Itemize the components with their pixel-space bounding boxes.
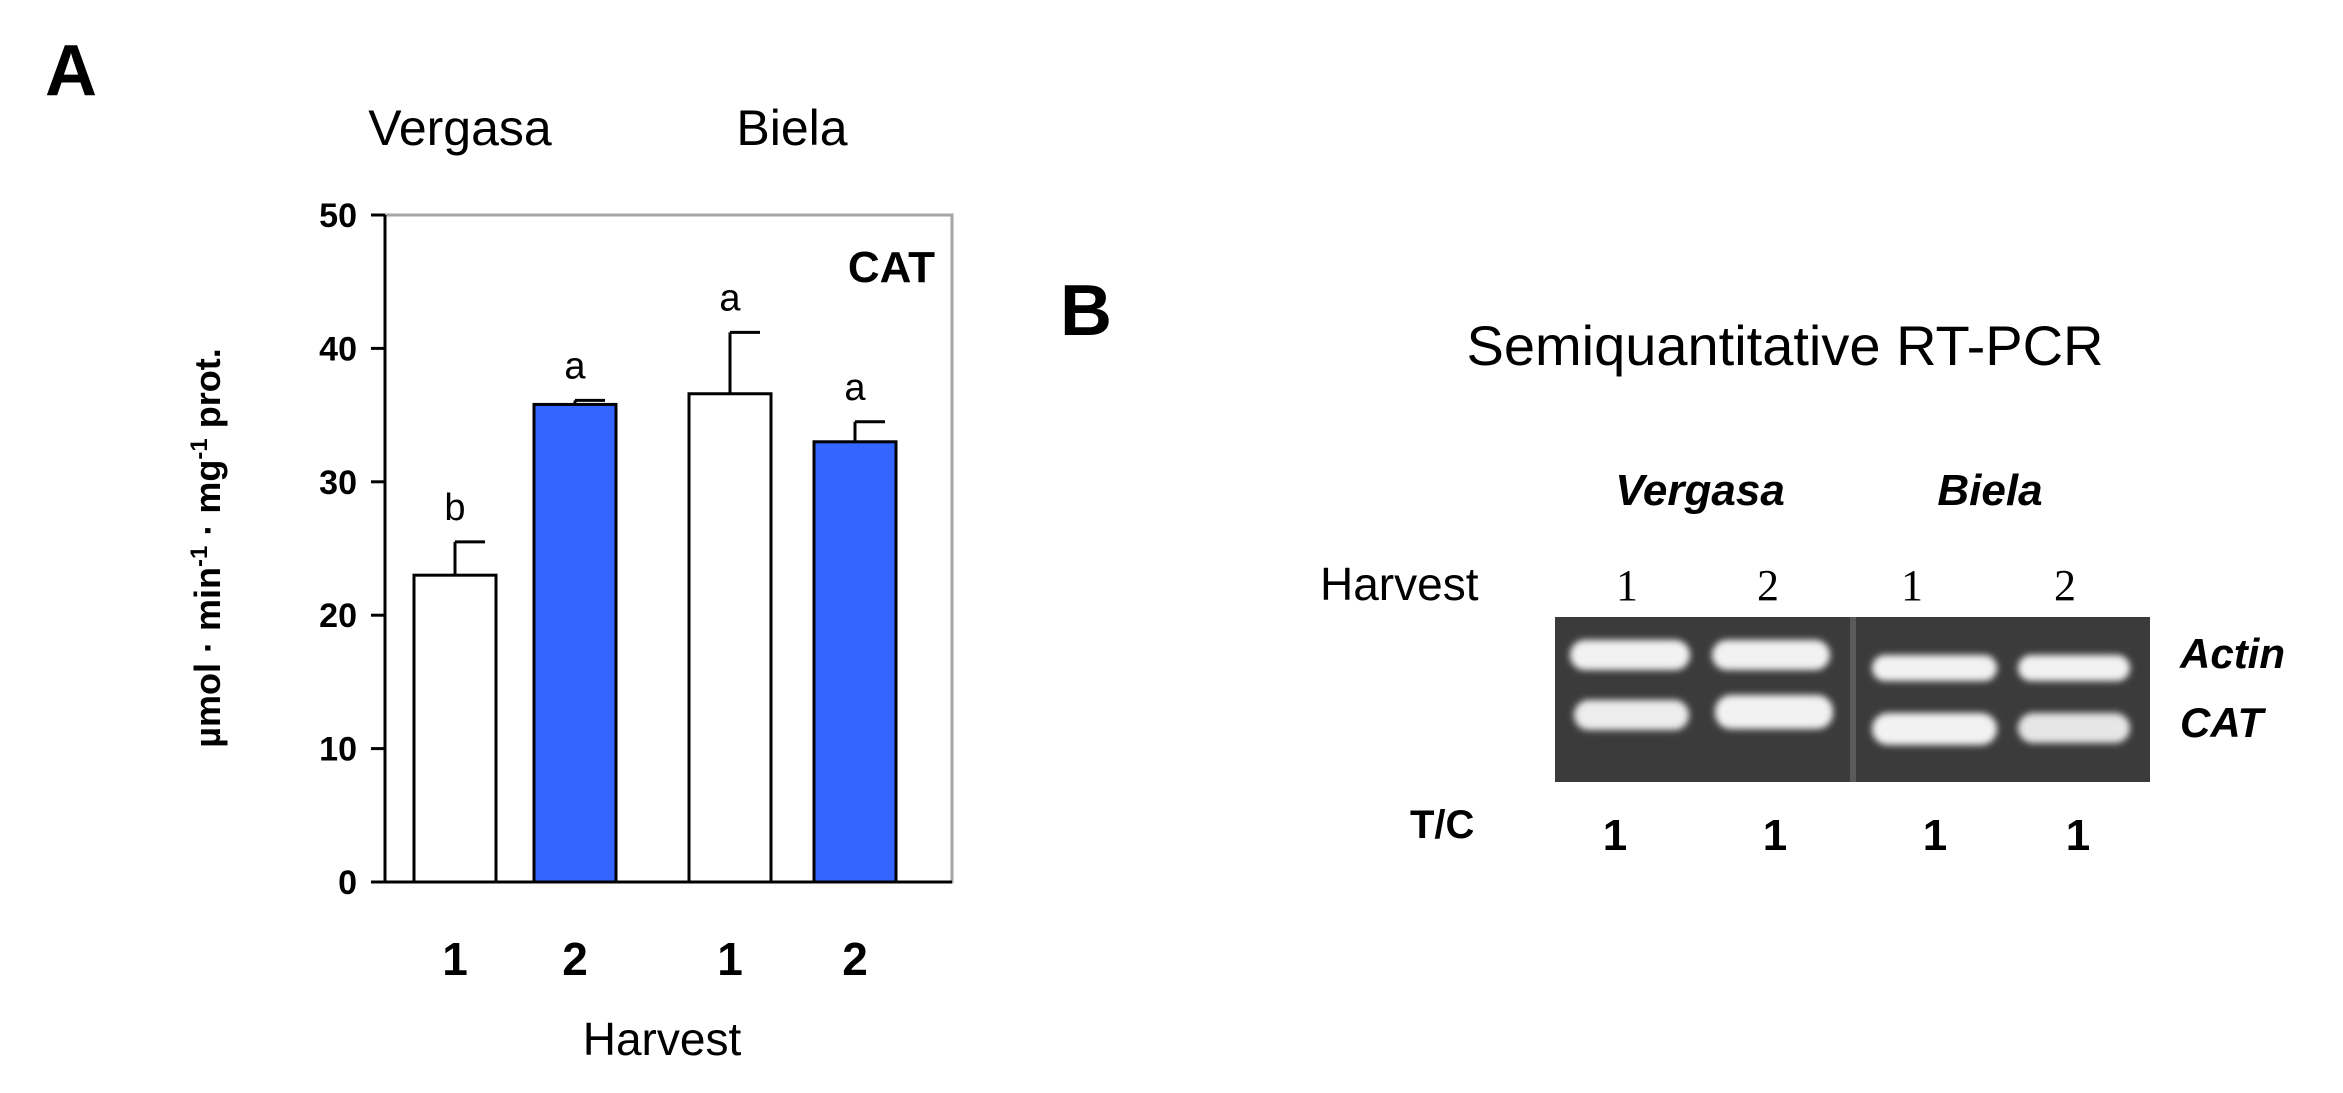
gel-image <box>1555 617 2150 782</box>
tc-value-lane-1: 1 <box>1603 811 1627 860</box>
bar-chart: 0 10 20 30 40 50 b a a a 1 2 1 2 CAT <box>319 197 954 985</box>
y-axis-title-part-3: prot. <box>187 348 228 438</box>
gel-band-cat-lane-3 <box>1872 713 1997 745</box>
y-ticks: 0 10 20 30 40 50 <box>319 197 385 902</box>
y-tick-label: 50 <box>319 197 357 235</box>
gel-band-cat-lane-4 <box>2018 713 2130 743</box>
tc-label: T/C <box>1410 803 1474 847</box>
gel-band-actin-lane-3 <box>1872 655 1997 681</box>
x-tick-label: 1 <box>717 933 743 985</box>
tc-value-lane-4: 1 <box>2066 811 2090 860</box>
gel-band-cat-lane-1 <box>1574 700 1689 730</box>
significance-letter: b <box>444 487 465 529</box>
enzyme-tag: CAT <box>848 243 935 292</box>
panel-a-group-biela: Biela <box>736 100 847 156</box>
bar <box>412 573 498 884</box>
y-axis-title: µmol · min-1 · mg-1 prot. <box>186 348 229 747</box>
x-tick-label: 2 <box>842 933 868 985</box>
gel-lane-1: 1 <box>1616 561 1638 610</box>
bar <box>687 392 773 884</box>
y-axis-title-sup-2: -1 <box>186 438 213 459</box>
y-tick-label: 20 <box>319 597 357 635</box>
gel-group-biela: Biela <box>1937 466 2042 515</box>
significance-letter: a <box>564 345 586 387</box>
bars: b a a a <box>412 277 898 884</box>
y-axis-title-part-1: µmol · min <box>187 567 228 748</box>
rt-pcr-title: Semiquantitative RT-PCR <box>1467 314 2104 377</box>
gel-lane-2: 2 <box>1757 561 1779 610</box>
panel-b-letter: B <box>1060 271 1112 351</box>
y-tick-label: 30 <box>319 464 357 502</box>
y-axis-title-sup-1: -1 <box>186 546 213 567</box>
tc-value-lane-2: 1 <box>1763 811 1787 860</box>
panel-a-letter: A <box>45 31 97 111</box>
gel-band-actin-lane-4 <box>2018 655 2130 681</box>
gel-band-actin-lane-2 <box>1712 640 1830 670</box>
gel-band-cat-lane-2 <box>1715 695 1833 729</box>
bar <box>812 440 898 884</box>
y-tick-label: 40 <box>319 330 357 368</box>
x-tick-labels: 1 2 1 2 <box>442 933 868 985</box>
y-tick-label: 0 <box>338 864 357 902</box>
x-axis-title: Harvest <box>583 1013 742 1065</box>
panel-a-group-vergasa: Vergasa <box>368 100 552 156</box>
tc-value-lane-3: 1 <box>1923 811 1947 860</box>
gel-band-label-cat: CAT <box>2180 699 2267 746</box>
gel-band-actin-lane-1 <box>1570 640 1690 670</box>
gel-lane-4: 2 <box>2054 561 2076 610</box>
y-tick-label: 10 <box>319 731 357 769</box>
y-axis-title-part-2: · mg <box>187 460 228 546</box>
gel-group-vergasa: Vergasa <box>1615 466 1785 515</box>
gel-harvest-label: Harvest <box>1320 558 1479 610</box>
significance-letter: a <box>719 277 741 319</box>
x-tick-label: 1 <box>442 933 468 985</box>
x-tick-label: 2 <box>562 933 588 985</box>
gel-band-label-actin: Actin <box>2179 630 2285 677</box>
bar <box>532 402 618 884</box>
significance-letter: a <box>844 367 866 409</box>
gel-lane-3: 1 <box>1901 561 1923 610</box>
